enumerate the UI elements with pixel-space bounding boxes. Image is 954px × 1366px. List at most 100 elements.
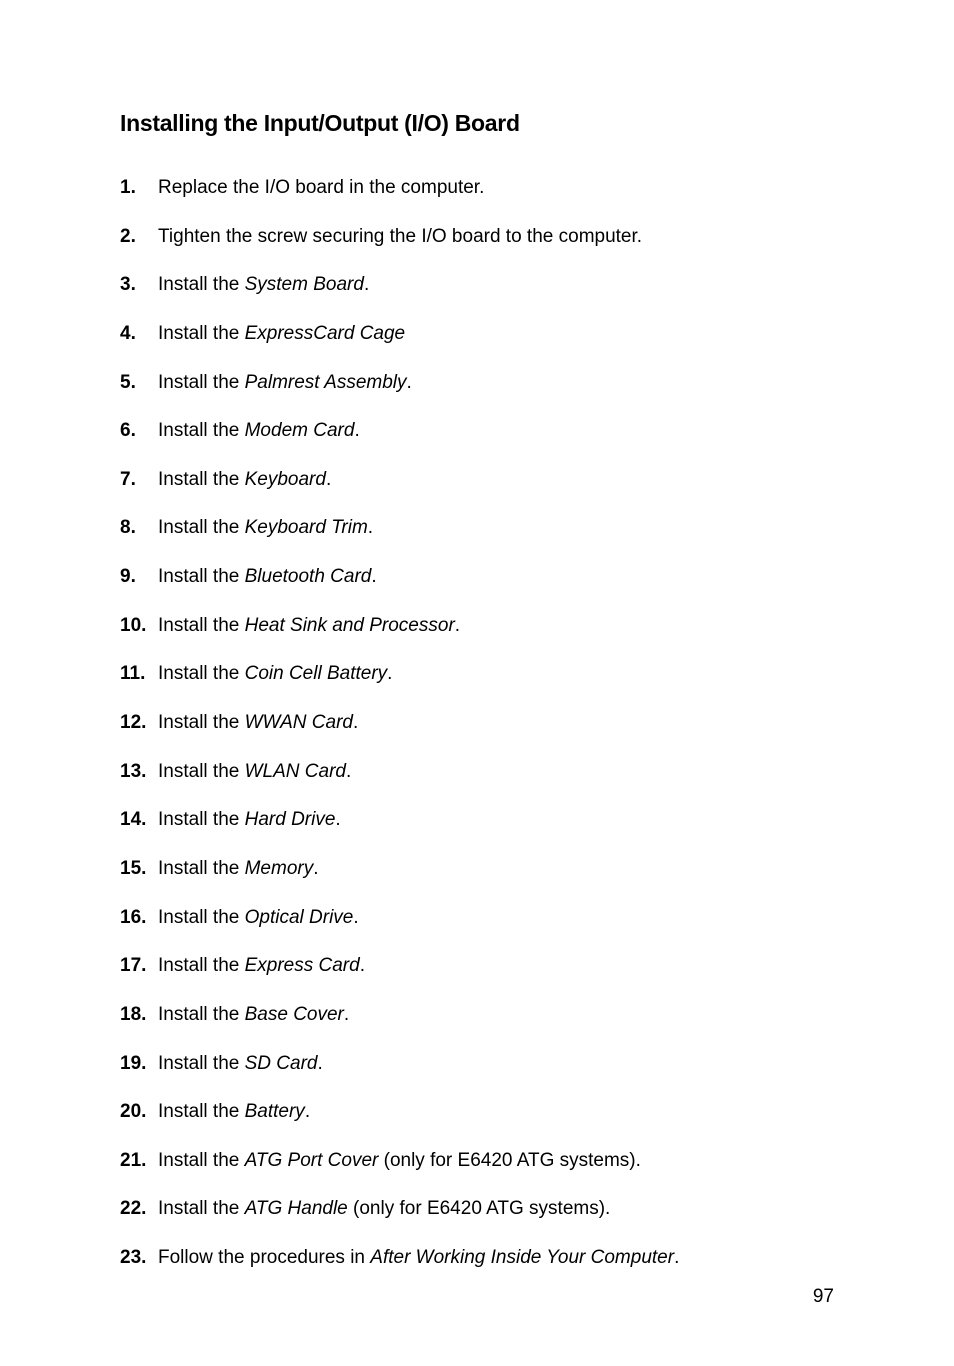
list-text-italic: Keyboard (245, 469, 326, 490)
list-number: 19. (120, 1051, 158, 1077)
list-text: Install the Hard Drive. (158, 807, 834, 833)
list-text-suffix: . (317, 1053, 322, 1074)
list-text: Install the Bluetooth Card. (158, 564, 834, 590)
list-text-suffix: . (371, 566, 376, 587)
list-text-suffix: . (674, 1247, 679, 1268)
list-number: 16. (120, 905, 158, 931)
list-text-italic: WLAN Card (245, 761, 346, 782)
list-text-prefix: Install the (158, 469, 245, 490)
list-number: 2. (120, 224, 158, 250)
list-text-prefix: Install the (158, 761, 245, 782)
list-number: 18. (120, 1002, 158, 1028)
list-text-prefix: Install the (158, 1053, 245, 1074)
list-text: Install the Heat Sink and Processor. (158, 613, 834, 639)
list-text: Install the Battery. (158, 1099, 834, 1125)
list-text: Install the WLAN Card. (158, 759, 834, 785)
list-number: 13. (120, 759, 158, 785)
list-text: Tighten the screw securing the I/O board… (158, 224, 834, 250)
list-number: 8. (120, 515, 158, 541)
list-text-italic: SD Card (245, 1053, 318, 1074)
list-text-suffix: (only for E6420 ATG systems). (348, 1198, 611, 1219)
list-text-italic: Battery (245, 1101, 305, 1122)
list-item: 15.Install the Memory. (120, 856, 834, 882)
list-text: Install the Express Card. (158, 953, 834, 979)
list-number: 6. (120, 418, 158, 444)
list-text-prefix: Install the (158, 1198, 245, 1219)
list-text: Install the Optical Drive. (158, 905, 834, 931)
list-item: 14.Install the Hard Drive. (120, 807, 834, 833)
list-item: 16.Install the Optical Drive. (120, 905, 834, 931)
list-text-suffix: . (326, 469, 331, 490)
list-number: 9. (120, 564, 158, 590)
list-text-italic: Optical Drive (245, 907, 354, 928)
list-number: 17. (120, 953, 158, 979)
list-item: 17.Install the Express Card. (120, 953, 834, 979)
list-item: 21.Install the ATG Port Cover (only for … (120, 1148, 834, 1174)
list-text-italic: WWAN Card (245, 712, 353, 733)
list-text-prefix: Install the (158, 663, 245, 684)
list-text: Install the Memory. (158, 856, 834, 882)
list-text-suffix: . (353, 907, 358, 928)
list-text-prefix: Install the (158, 1101, 245, 1122)
list-text-italic: Modem Card (245, 420, 355, 441)
list-text: Install the ATG Port Cover (only for E64… (158, 1148, 834, 1174)
list-text-italic: ATG Handle (245, 1198, 348, 1219)
list-text: Install the ExpressCard Cage (158, 321, 834, 347)
list-item: 7.Install the Keyboard. (120, 467, 834, 493)
list-text-prefix: Install the (158, 858, 245, 879)
list-text-italic: Memory (245, 858, 314, 879)
list-text: Install the WWAN Card. (158, 710, 834, 736)
list-text-suffix: (only for E6420 ATG systems). (378, 1150, 641, 1171)
list-number: 10. (120, 613, 158, 639)
list-text-italic: Base Cover (245, 1004, 344, 1025)
list-number: 3. (120, 272, 158, 298)
list-text-prefix: Install the (158, 1150, 245, 1171)
list-text: Install the SD Card. (158, 1051, 834, 1077)
list-text-italic: ExpressCard Cage (245, 323, 406, 344)
list-number: 14. (120, 807, 158, 833)
list-item: 20.Install the Battery. (120, 1099, 834, 1125)
procedure-list: 1.Replace the I/O board in the computer.… (120, 175, 834, 1271)
list-item: 12.Install the WWAN Card. (120, 710, 834, 736)
list-text-suffix: . (305, 1101, 310, 1122)
list-item: 6.Install the Modem Card. (120, 418, 834, 444)
list-number: 11. (120, 661, 158, 687)
list-item: 18.Install the Base Cover. (120, 1002, 834, 1028)
list-text: Install the Palmrest Assembly. (158, 370, 834, 396)
list-text-suffix: . (387, 663, 392, 684)
list-text: Follow the procedures in After Working I… (158, 1245, 834, 1271)
list-number: 7. (120, 467, 158, 493)
list-text-italic: Keyboard Trim (245, 517, 368, 538)
list-text: Replace the I/O board in the computer. (158, 175, 834, 201)
list-text-italic: Express Card (245, 955, 360, 976)
list-text: Install the Coin Cell Battery. (158, 661, 834, 687)
list-text-prefix: Install the (158, 420, 245, 441)
list-text-prefix: Tighten the screw securing the I/O board… (158, 226, 642, 247)
list-text-prefix: Replace the I/O board in the computer. (158, 177, 484, 198)
list-text-suffix: . (354, 420, 359, 441)
list-number: 5. (120, 370, 158, 396)
list-text-prefix: Install the (158, 955, 245, 976)
list-text: Install the ATG Handle (only for E6420 A… (158, 1196, 834, 1222)
list-text: Install the Keyboard. (158, 467, 834, 493)
list-text-suffix: . (313, 858, 318, 879)
list-text-prefix: Install the (158, 274, 245, 295)
list-item: 4.Install the ExpressCard Cage (120, 321, 834, 347)
list-number: 1. (120, 175, 158, 201)
list-item: 11.Install the Coin Cell Battery. (120, 661, 834, 687)
list-text-italic: Coin Cell Battery (245, 663, 388, 684)
list-text-suffix: . (360, 955, 365, 976)
list-text-suffix: . (353, 712, 358, 733)
list-number: 15. (120, 856, 158, 882)
list-item: 19.Install the SD Card. (120, 1051, 834, 1077)
list-text-suffix: . (455, 615, 460, 636)
list-text-suffix: . (335, 809, 340, 830)
list-text: Install the System Board. (158, 272, 834, 298)
list-number: 23. (120, 1245, 158, 1271)
list-text-italic: ATG Port Cover (245, 1150, 379, 1171)
list-text-italic: Heat Sink and Processor (245, 615, 455, 636)
list-item: 5.Install the Palmrest Assembly. (120, 370, 834, 396)
list-text-italic: Bluetooth Card (245, 566, 372, 587)
list-text-prefix: Install the (158, 712, 245, 733)
list-number: 4. (120, 321, 158, 347)
